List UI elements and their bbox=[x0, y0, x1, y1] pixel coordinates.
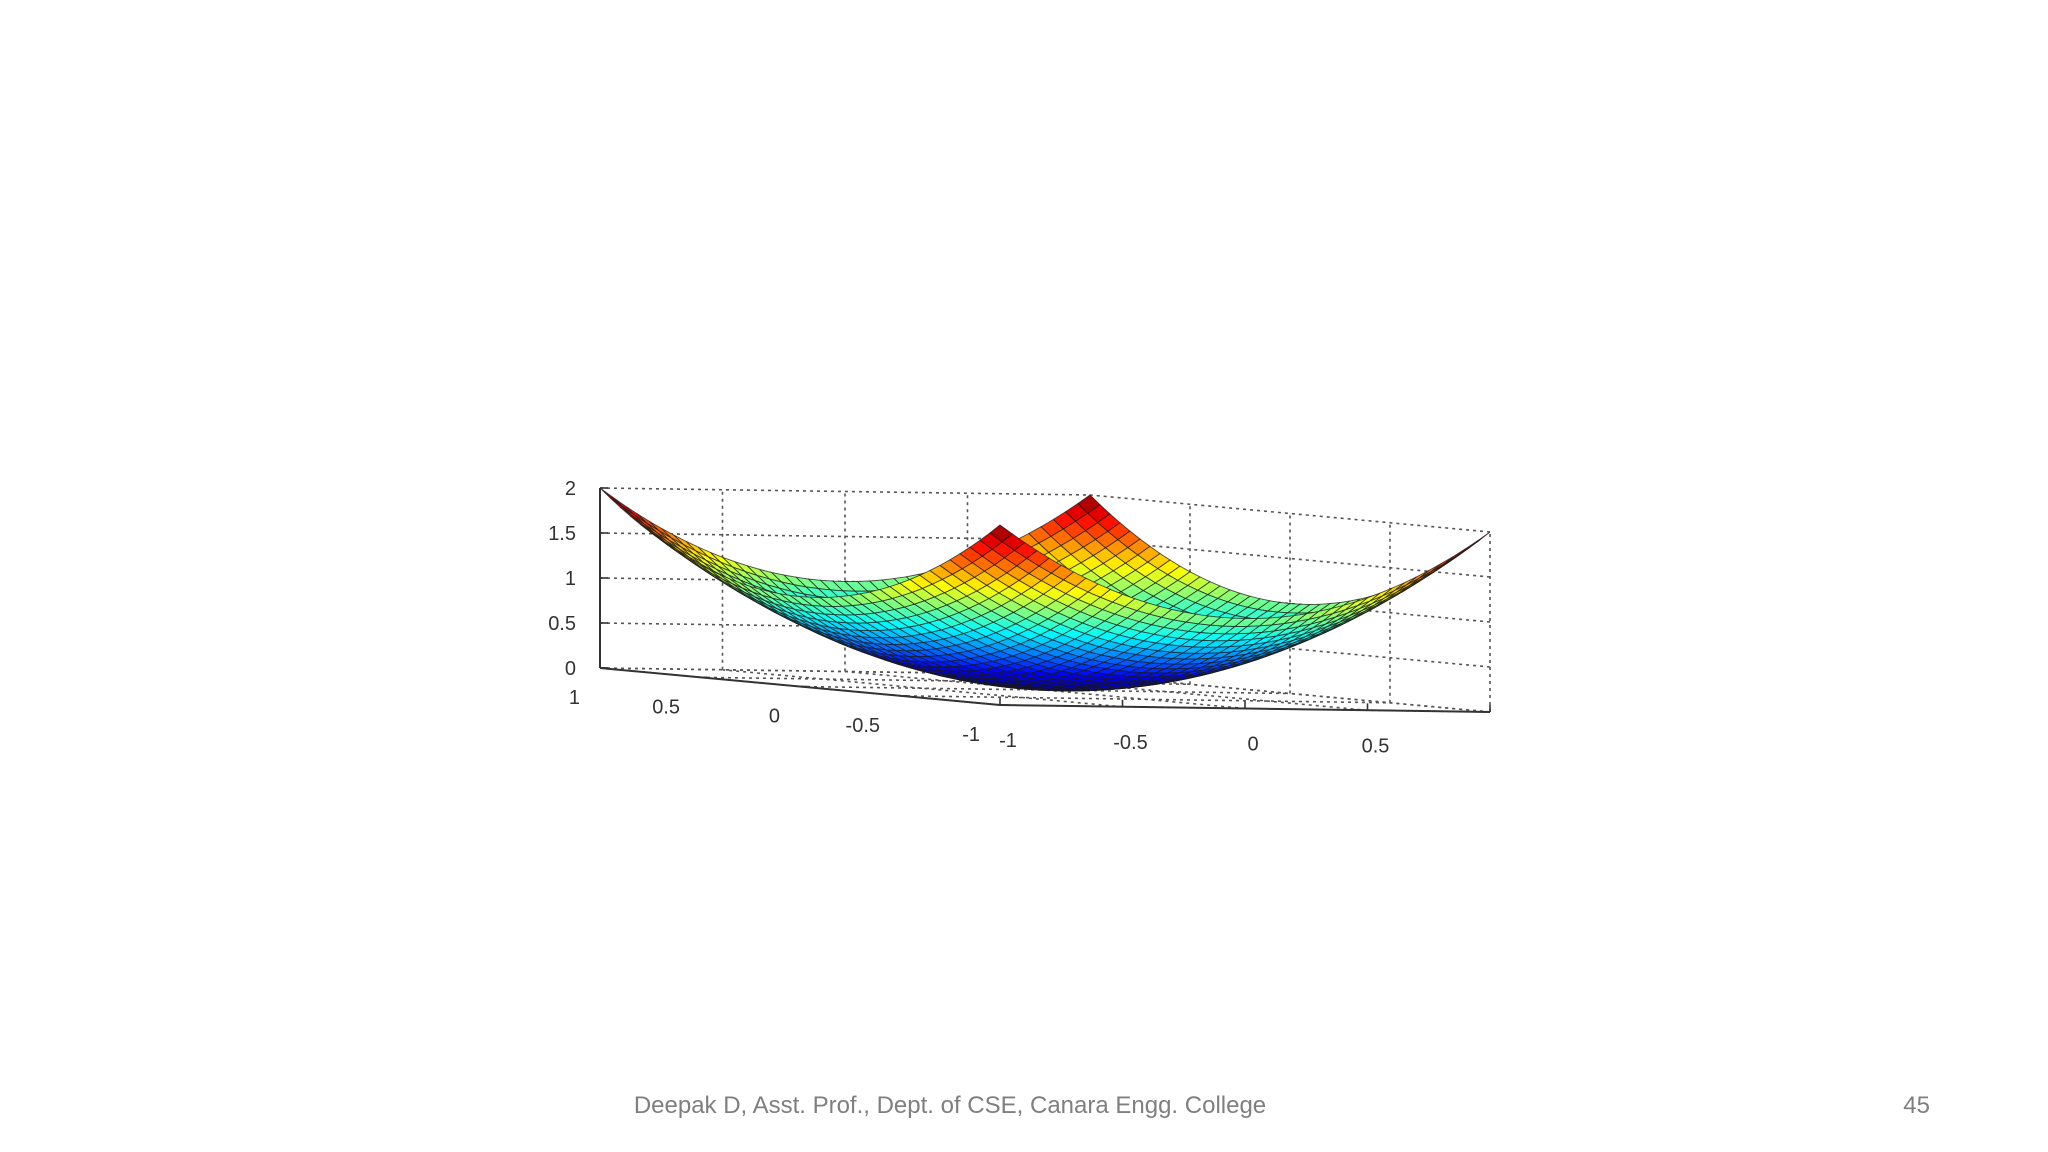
footer-credit: Deepak D, Asst. Prof., Dept. of CSE, Can… bbox=[633, 1092, 1267, 1119]
z-tick-label: 2 bbox=[565, 478, 576, 500]
floor-grid-line bbox=[899, 695, 1391, 704]
y-tick-label: 1 bbox=[569, 687, 580, 709]
z-tick-label: 0 bbox=[565, 658, 576, 680]
x-tick-label: -1 bbox=[999, 730, 1017, 752]
y-tick-label: 0 bbox=[769, 706, 780, 728]
x-tick-label: 0.5 bbox=[1362, 735, 1390, 757]
z-tick-label: 0.5 bbox=[548, 613, 576, 635]
y-tick-label: -1 bbox=[962, 724, 980, 746]
y-tick-label: -0.5 bbox=[846, 715, 880, 737]
x-tick-label: -0.5 bbox=[1113, 732, 1147, 754]
z-tick-label: 1.5 bbox=[548, 523, 576, 545]
back-wall-grid-line bbox=[599, 487, 1091, 496]
page-number: 45 bbox=[1903, 1092, 1930, 1119]
axes-box-front bbox=[599, 487, 1491, 713]
surface-patch bbox=[989, 524, 1014, 543]
axis-tick-labels: -1 -0.5 0 0.5 1 0.5 0 -0.5 -1 0 0.5 1 1.5 2 bbox=[548, 478, 1389, 757]
y-tick-label: 0.5 bbox=[652, 696, 680, 718]
x-tick-label: 0 bbox=[1247, 734, 1258, 756]
z-tick-label: 1 bbox=[565, 568, 576, 590]
surface-mesh bbox=[599, 487, 1491, 692]
